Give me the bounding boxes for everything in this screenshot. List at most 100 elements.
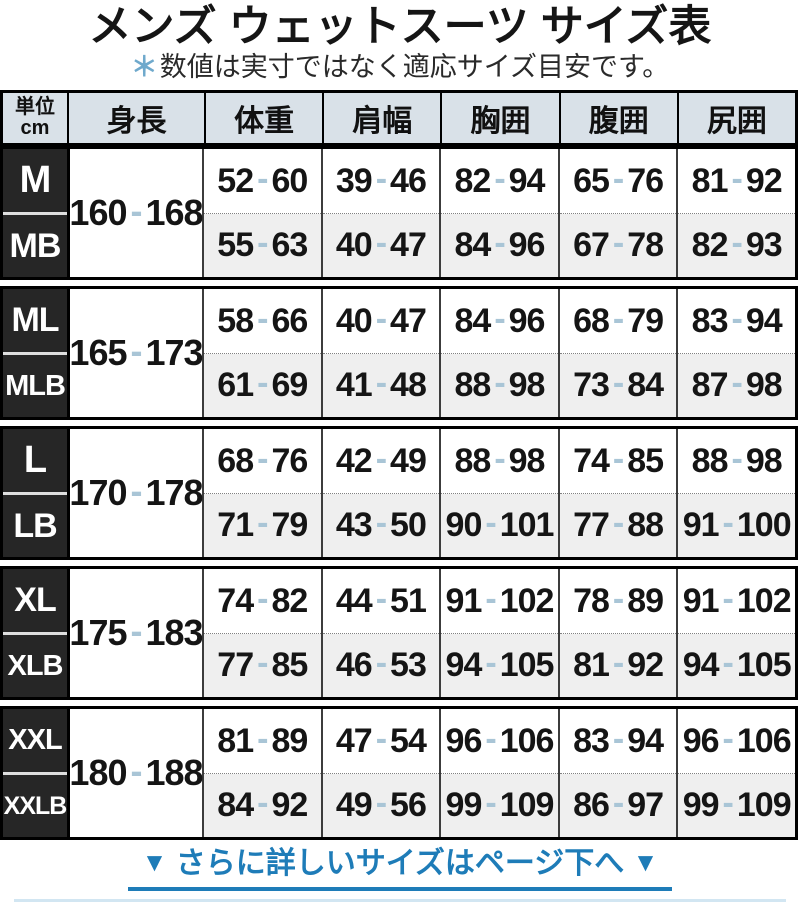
range-dash: - <box>731 299 743 338</box>
size-label-mb: MB <box>9 226 62 265</box>
height-range-cell: 175-183 <box>67 569 204 698</box>
range-value: 83-94 <box>573 719 664 760</box>
data-column: 52-60 55-63 <box>204 149 323 278</box>
range-dash: - <box>485 504 496 543</box>
range-cell: 87-98 <box>678 353 795 418</box>
range-dash: - <box>612 364 624 403</box>
footer: ▼ さらに詳しいサイズはページ下へ ▼ <box>0 847 800 902</box>
size-table: 単位 cm 身長 体重 肩幅 胸囲 腹囲 尻囲 M MB 160-168 52-60 5… <box>0 90 798 841</box>
height-range: 175-183 <box>69 610 203 654</box>
data-column: 96-106 99-109 <box>441 709 560 838</box>
data-column: 96-106 99-109 <box>678 709 795 838</box>
range-cell: 71-79 <box>204 493 321 558</box>
range-value: 87-98 <box>691 364 783 405</box>
range-dash: - <box>485 644 496 683</box>
data-column: 42-49 43-50 <box>322 429 442 558</box>
range-cell: 99-109 <box>441 773 558 838</box>
data-column: 88-98 91-100 <box>678 429 795 558</box>
range-value: 77-85 <box>217 644 308 685</box>
range-dash: - <box>494 299 505 338</box>
range-value: 86-97 <box>573 784 664 825</box>
range-cell: 65-76 <box>559 149 677 214</box>
range-cell: 82-94 <box>441 149 558 214</box>
col-header-height: 身長 <box>67 93 204 144</box>
range-value: 82-93 <box>691 224 783 265</box>
range-cell: 84-92 <box>204 773 321 838</box>
data-column: 88-98 90-101 <box>441 429 560 558</box>
range-dash: - <box>257 719 268 758</box>
range-dash: - <box>375 504 387 543</box>
range-dash: - <box>257 224 268 263</box>
data-column: 83-94 86-97 <box>559 709 679 838</box>
size-label-xl: XL <box>3 569 67 635</box>
range-dash: - <box>257 644 268 683</box>
range-value: 42-49 <box>335 439 427 480</box>
range-value: 41-48 <box>335 364 427 405</box>
range-dash: - <box>731 439 743 478</box>
size-group-xxl: XXL XXLB 180-188 81-89 84-92 47-54 49-56 96-106… <box>0 706 798 841</box>
range-cell: 74-85 <box>559 429 677 494</box>
range-value: 99-109 <box>682 784 792 825</box>
data-column: 40-47 41-48 <box>322 289 442 418</box>
range-value: 55-63 <box>217 224 308 265</box>
range-cell: 55-63 <box>204 213 321 278</box>
range-cell: 84-96 <box>441 289 558 354</box>
data-column: 47-54 49-56 <box>322 709 442 838</box>
range-value: 67-78 <box>573 224 664 265</box>
range-cell: 47-54 <box>322 709 440 774</box>
data-column: 78-89 81-92 <box>559 569 679 698</box>
range-dash: - <box>375 644 387 683</box>
table-groups: M MB 160-168 52-60 55-63 39-46 40-47 82-94 84-96… <box>0 146 798 841</box>
range-dash: - <box>494 439 505 478</box>
range-dash: - <box>722 784 734 823</box>
range-value: 82-94 <box>454 159 545 200</box>
col-header-shoulder: 肩幅 <box>322 93 440 144</box>
down-arrow-icon: ▼ <box>632 847 659 878</box>
data-column: 83-94 87-98 <box>678 289 795 418</box>
range-cell: 61-69 <box>204 353 321 418</box>
data-column: 39-46 40-47 <box>322 149 442 278</box>
range-cell: 46-53 <box>322 633 440 698</box>
range-cell: 99-109 <box>678 773 795 838</box>
range-value: 81-89 <box>217 719 308 760</box>
range-dash: - <box>612 504 624 543</box>
range-cell: 94-105 <box>678 633 795 698</box>
range-dash: - <box>375 159 387 198</box>
range-dash: - <box>130 470 143 512</box>
range-value: 43-50 <box>335 504 427 545</box>
data-column: 74-82 77-85 <box>204 569 323 698</box>
range-dash: - <box>375 719 387 758</box>
page-subtitle: ＊数値は実寸ではなく適応サイズ目安です。 <box>0 52 800 83</box>
col-header-hip: 尻囲 <box>676 93 795 144</box>
range-value: 94-105 <box>682 644 792 685</box>
range-cell: 68-76 <box>204 429 321 494</box>
page-title: メンズ ウェットスーツ サイズ表 <box>88 3 712 51</box>
footer-link[interactable]: ▼ さらに詳しいサイズはページ下へ ▼ <box>127 847 673 892</box>
range-value: 44-51 <box>335 579 427 620</box>
range-dash: - <box>612 719 624 758</box>
range-cell: 74-82 <box>204 569 321 634</box>
col-header-unit: 単位 cm <box>3 93 67 143</box>
range-cell: 91-100 <box>678 493 795 558</box>
range-value: 90-101 <box>445 504 555 545</box>
data-column: 74-85 77-88 <box>559 429 679 558</box>
asterisk-mark: ＊ <box>130 52 158 83</box>
size-label-column: XL XLB <box>3 569 67 698</box>
range-dash: - <box>257 579 268 618</box>
range-cell: 68-79 <box>559 289 677 354</box>
range-dash: - <box>130 610 143 652</box>
range-dash: - <box>130 190 143 232</box>
data-column: 68-79 73-84 <box>559 289 679 418</box>
size-label-xxl: XXL <box>3 709 67 775</box>
range-dash: - <box>485 784 496 823</box>
height-range-cell: 160-168 <box>67 149 204 278</box>
size-label-ml: ML <box>3 289 67 355</box>
range-cell: 82-93 <box>678 213 795 278</box>
range-cell: 81-92 <box>559 633 677 698</box>
height-range: 160-168 <box>69 190 203 234</box>
range-value: 47-54 <box>335 719 427 760</box>
range-dash: - <box>257 299 268 338</box>
range-cell: 49-56 <box>322 773 440 838</box>
range-value: 74-85 <box>573 439 664 480</box>
range-value: 91-102 <box>445 579 555 620</box>
